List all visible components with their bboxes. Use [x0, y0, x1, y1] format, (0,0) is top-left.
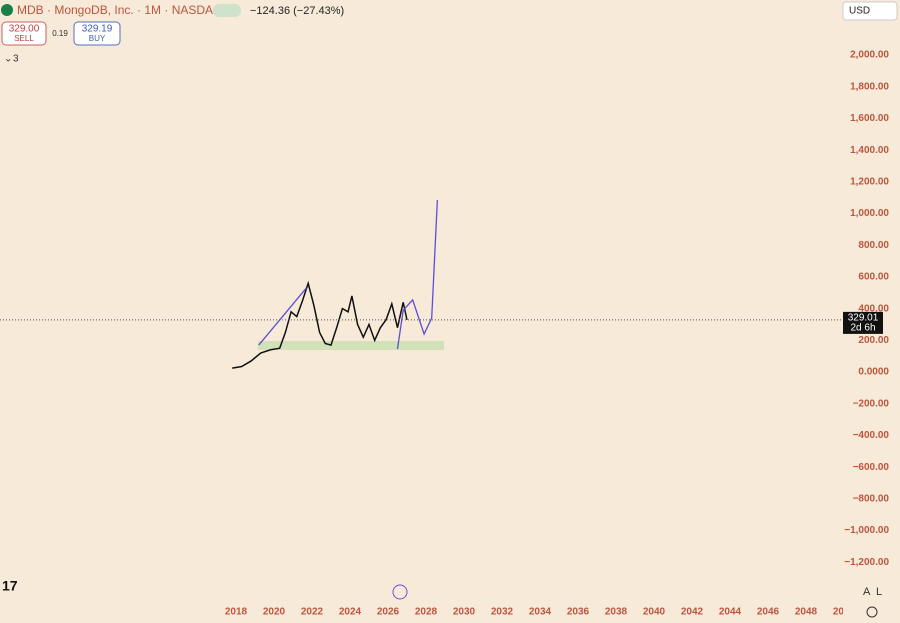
- y-tick-label: 1,600.00: [850, 113, 889, 124]
- x-tick-label: 2024: [339, 607, 362, 618]
- last-price: 329.01: [848, 313, 879, 324]
- y-tick-label: 600.00: [858, 272, 889, 283]
- x-tick-label: 2044: [719, 607, 742, 618]
- support-zone: [257, 340, 445, 351]
- settings[interactable]: [866, 606, 878, 618]
- buy-button[interactable]: [73, 21, 121, 46]
- buy-label: BUY: [89, 34, 106, 43]
- series-line: [258, 200, 439, 350]
- x-tick-label: 2046: [757, 607, 780, 618]
- sell-label: SELL: [14, 34, 34, 43]
- x-tick-label: 2026: [377, 607, 400, 618]
- y-tick-label: −400.00: [853, 430, 890, 441]
- x-tick-label: 2040: [643, 607, 666, 618]
- x-tick-label: 2048: [795, 607, 818, 618]
- log-scale[interactable]: L: [876, 586, 882, 598]
- y-tick-label: 1,800.00: [850, 81, 889, 92]
- y-tick-label: −600.00: [853, 462, 890, 473]
- y-tick-label: −1,200.00: [844, 557, 889, 568]
- y-tick-label: 400.00: [858, 303, 889, 314]
- y-tick-label: −1,000.00: [844, 525, 889, 536]
- symbol: MDB · MongoDB, Inc. · 1M · NASDAQ: [17, 3, 222, 17]
- x-tick-label: 2038: [605, 607, 628, 618]
- currency-select[interactable]: [842, 1, 898, 21]
- plot: 2018 2020 2022 2024 2026 2028 2030 2032 2034 2036…: [225, 200, 856, 618]
- y-tick-label: −800.00: [853, 494, 890, 505]
- lightning[interactable]: [392, 584, 408, 600]
- currency: USD: [849, 6, 870, 17]
- last-price-box: [843, 311, 883, 334]
- sell-button[interactable]: [1, 21, 47, 46]
- x-tick-label: 2032: [491, 607, 514, 618]
- series-line: [232, 280, 408, 369]
- y-tick-label: 1,000.00: [850, 208, 889, 219]
- spread: 0.19: [52, 29, 68, 38]
- sell-price: 329.00: [9, 24, 40, 35]
- x-tick-label: 2036: [567, 607, 590, 618]
- countdown: 2d 6h: [850, 323, 875, 334]
- tv-logo: 17: [2, 578, 18, 594]
- y-tick-label: 800.00: [858, 240, 889, 251]
- x-tick-label: 2042: [681, 607, 704, 618]
- x-tick-label: 2022: [301, 607, 324, 618]
- status: [213, 4, 241, 17]
- x-tick-label: 2034: [529, 607, 552, 618]
- y-tick-label: 1,200.00: [850, 176, 889, 187]
- x-tick-label: 2028: [415, 607, 438, 618]
- y-tick-label: −200.00: [853, 398, 890, 409]
- buy-price: 329.19: [82, 24, 113, 35]
- y-tick-label: 2,000.00: [850, 50, 889, 61]
- logo: [1, 4, 13, 16]
- y-tick-label: 1,400.00: [850, 145, 889, 156]
- x-tick-label: 2030: [453, 607, 476, 618]
- x-tick-label: 2020: [263, 607, 286, 618]
- indicators-count: 3: [13, 54, 19, 65]
- auto-scale[interactable]: A: [863, 586, 871, 598]
- x-tick-label: 2050: [833, 607, 856, 618]
- indicators-toggle[interactable]: ⌄: [4, 54, 12, 65]
- y-tick-label: 200.00: [858, 335, 889, 346]
- change: −124.36 (−27.43%): [250, 5, 344, 17]
- x-tick-label: 2018: [225, 607, 248, 618]
- y-tick-label: 0.0000: [858, 367, 889, 378]
